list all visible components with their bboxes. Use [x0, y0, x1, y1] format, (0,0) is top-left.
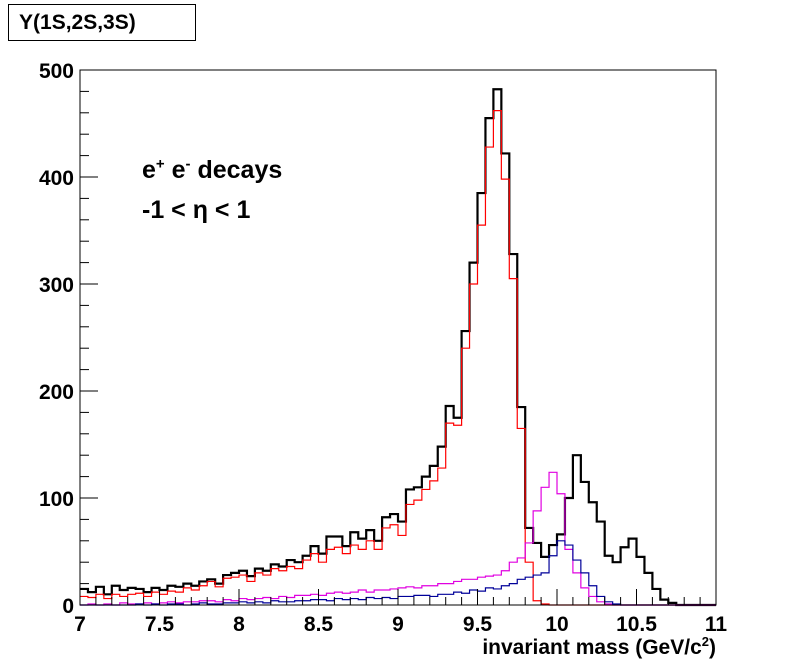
- x-axis-label-sup: 2: [701, 634, 709, 649]
- annotation-eta-range: -1 < η < 1: [142, 196, 251, 224]
- x-tick-label: 8.5: [304, 613, 334, 636]
- x-tick-label: 10.5: [616, 613, 657, 636]
- y-tick-label: 400: [39, 167, 74, 190]
- title-upsilon: Υ: [19, 11, 34, 34]
- ann-e2: e: [164, 156, 186, 184]
- x-axis-label-text: invariant mass (GeV/c: [482, 636, 702, 659]
- x-axis-label: invariant mass (GeV/c2): [482, 634, 716, 660]
- y-tick-label: 300: [39, 274, 74, 297]
- series-line-3: [80, 540, 716, 606]
- y-tick-label: 0: [62, 595, 74, 618]
- ann-minus: -: [185, 155, 191, 173]
- series-line-0: [80, 88, 716, 607]
- ann-plus: +: [155, 155, 165, 173]
- x-tick-label: 7.5: [145, 613, 175, 636]
- title-states: (1S,2S,3S): [33, 11, 136, 34]
- x-tick-label: 9.5: [463, 613, 493, 636]
- tick-layer: 7 7.5 8 8.5 9 9.5 10 10.5 11 0 100 200 300 400 500: [39, 60, 727, 636]
- chart-title: Υ(1S,2S,3S): [8, 4, 196, 41]
- annotation-decays: e+ e- decays: [142, 156, 282, 185]
- x-axis-label-close: ): [709, 636, 716, 659]
- y-tick-label: 200: [39, 381, 74, 404]
- y-tick-label: 100: [39, 488, 74, 511]
- x-tick-label: 8: [233, 613, 245, 636]
- series-line-2: [80, 471, 716, 606]
- y-tick-label: 500: [39, 60, 74, 83]
- ann-decays: decays: [190, 156, 283, 184]
- x-tick-label: 11: [705, 613, 728, 636]
- ann-e: e: [142, 156, 156, 184]
- x-tick-label: 7: [74, 613, 86, 636]
- x-tick-label: 10: [545, 613, 568, 636]
- x-tick-label: 9: [392, 613, 404, 636]
